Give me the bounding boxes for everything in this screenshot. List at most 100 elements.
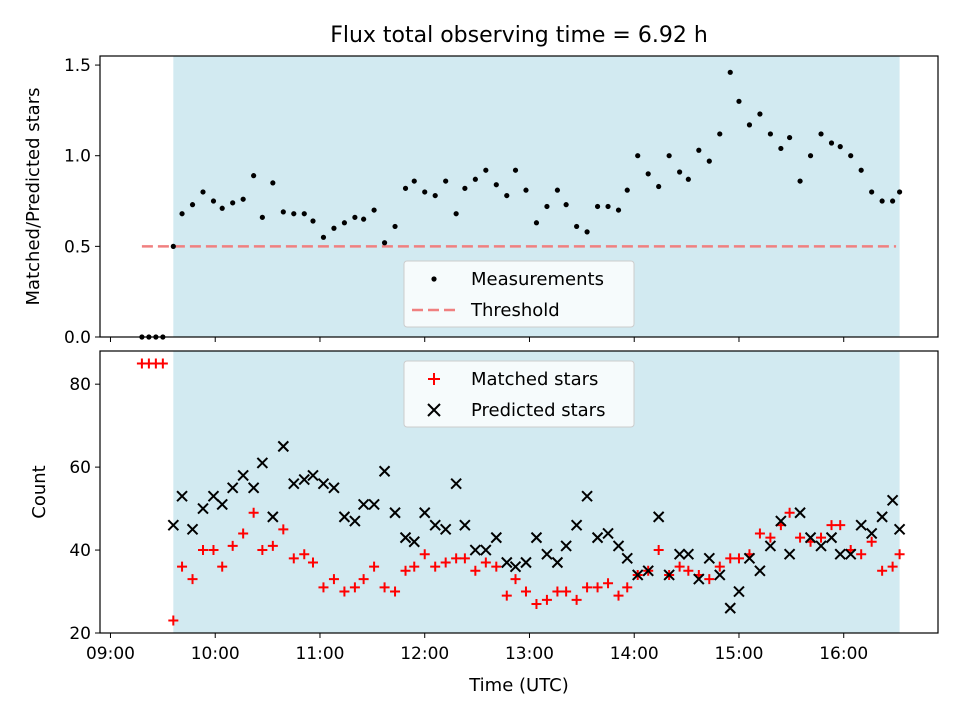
data-point — [176, 490, 188, 502]
data-point — [490, 531, 503, 544]
data-point — [317, 477, 330, 490]
count-panel: 20 40 60 80 09:00 10:00 11:00 12:00 13:00 14:00 15… — [29, 350, 939, 664]
data-point — [592, 582, 603, 593]
data-point — [622, 582, 633, 593]
data-point — [440, 557, 451, 568]
data-point — [318, 582, 329, 593]
data-point — [480, 557, 491, 568]
data-point — [469, 544, 482, 556]
data-point — [408, 536, 420, 548]
y-axis-label: Matched/Predicted stars — [23, 88, 44, 306]
x-tick-label: 15:00 — [714, 644, 763, 664]
data-point — [299, 549, 310, 560]
data-point — [826, 520, 837, 531]
data-point — [551, 556, 564, 569]
data-point — [706, 158, 712, 164]
data-point — [554, 187, 561, 193]
data-point — [523, 187, 529, 193]
axes-frame — [99, 55, 939, 338]
data-point — [230, 200, 236, 206]
y-tick-label: 40 — [69, 541, 91, 561]
data-point — [352, 214, 358, 220]
data-point — [582, 582, 593, 593]
data-point — [866, 536, 877, 547]
data-point — [179, 211, 185, 217]
data-point — [520, 556, 532, 569]
data-point — [483, 167, 489, 173]
data-point — [815, 540, 827, 552]
data-point — [390, 586, 401, 597]
data-point — [361, 216, 367, 222]
data-point — [816, 532, 827, 543]
data-point — [584, 229, 590, 235]
data-point — [818, 131, 824, 137]
data-point — [267, 511, 279, 523]
data-point — [865, 527, 878, 540]
data-point — [666, 153, 672, 159]
data-point — [876, 511, 888, 523]
data-point — [443, 178, 449, 184]
data-point — [794, 507, 806, 519]
data-point — [501, 556, 513, 569]
y-tick-label: 60 — [69, 458, 91, 478]
data-point — [531, 598, 542, 609]
data-point — [570, 519, 583, 531]
data-point — [764, 540, 777, 552]
data-point — [552, 586, 563, 597]
data-point — [754, 565, 766, 577]
data-point — [754, 528, 765, 539]
x-tick-label: 11:00 — [295, 644, 344, 664]
legend-label: Predicted stars — [471, 400, 605, 421]
data-point — [480, 544, 492, 556]
y-tick-label: 20 — [69, 624, 91, 644]
data-point — [855, 519, 867, 531]
data-point — [227, 540, 238, 551]
data-point — [399, 531, 412, 544]
data-point — [208, 545, 219, 556]
data-point — [621, 552, 633, 565]
data-point — [886, 494, 899, 507]
data-point — [765, 532, 776, 543]
data-point — [804, 531, 817, 544]
data-point — [381, 240, 388, 246]
data-point — [685, 176, 691, 182]
data-point — [887, 561, 898, 572]
data-point — [451, 553, 462, 564]
data-point — [168, 615, 179, 626]
data-point — [402, 185, 409, 191]
data-point — [371, 207, 377, 213]
data-point — [430, 561, 441, 572]
data-point — [703, 552, 716, 565]
data-point — [157, 358, 168, 369]
data-point — [714, 569, 726, 581]
data-point — [392, 223, 398, 230]
data-point — [848, 153, 854, 159]
data-point — [328, 482, 340, 494]
data-point — [602, 527, 614, 540]
x-tick-label: 14:00 — [610, 644, 659, 664]
data-point — [320, 234, 327, 240]
data-point — [656, 183, 662, 190]
data-point — [787, 134, 793, 141]
data-point — [216, 498, 228, 511]
data-point — [504, 192, 510, 199]
data-point — [757, 111, 763, 117]
data-point — [632, 569, 644, 581]
data-point — [828, 140, 835, 146]
data-point — [807, 153, 814, 159]
data-point — [307, 469, 319, 482]
data-point — [520, 586, 531, 597]
data-point — [259, 214, 265, 220]
data-point — [368, 498, 380, 511]
data-point — [635, 153, 641, 159]
data-point — [280, 209, 286, 215]
data-point — [369, 561, 380, 572]
data-point — [896, 189, 903, 195]
data-point — [389, 507, 401, 519]
data-point — [331, 225, 337, 231]
data-point — [825, 531, 838, 544]
data-point — [189, 202, 196, 208]
legend-label: Threshold — [470, 300, 560, 321]
series-plus — [136, 358, 905, 626]
data-point — [470, 565, 481, 576]
